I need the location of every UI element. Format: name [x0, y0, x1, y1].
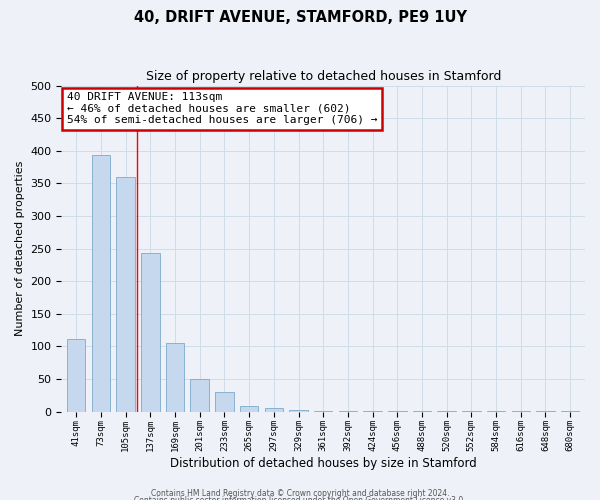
Bar [92, 156, 110, 412]
Bar [512, 411, 530, 412]
Bar [289, 410, 308, 412]
Bar [166, 343, 184, 411]
Bar [487, 411, 505, 412]
Bar [437, 411, 456, 412]
Bar [265, 408, 283, 412]
Bar [388, 411, 407, 412]
Bar [364, 411, 382, 412]
Bar [141, 253, 160, 412]
Bar [240, 406, 259, 412]
Title: Size of property relative to detached houses in Stamford: Size of property relative to detached ho… [146, 70, 501, 83]
Bar [67, 338, 85, 411]
Bar [116, 177, 135, 412]
Bar [338, 411, 357, 412]
Bar [536, 411, 555, 412]
Text: Contains public sector information licensed under the Open Government Licence v3: Contains public sector information licen… [134, 496, 466, 500]
Text: Contains HM Land Registry data © Crown copyright and database right 2024.: Contains HM Land Registry data © Crown c… [151, 488, 449, 498]
Text: 40, DRIFT AVENUE, STAMFORD, PE9 1UY: 40, DRIFT AVENUE, STAMFORD, PE9 1UY [133, 10, 467, 25]
Bar [561, 411, 580, 412]
Bar [413, 411, 431, 412]
Text: 40 DRIFT AVENUE: 113sqm
← 46% of detached houses are smaller (602)
54% of semi-d: 40 DRIFT AVENUE: 113sqm ← 46% of detache… [67, 92, 377, 126]
Bar [462, 411, 481, 412]
Bar [190, 379, 209, 412]
Bar [314, 411, 332, 412]
X-axis label: Distribution of detached houses by size in Stamford: Distribution of detached houses by size … [170, 457, 476, 470]
Y-axis label: Number of detached properties: Number of detached properties [15, 161, 25, 336]
Bar [215, 392, 233, 411]
